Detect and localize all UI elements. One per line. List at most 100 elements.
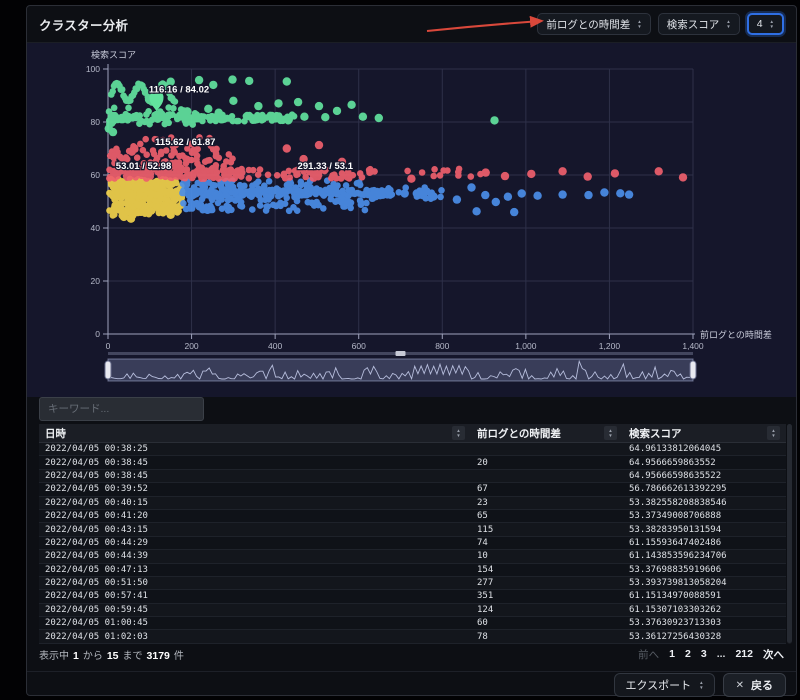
table-cell: 53.37698835919606 [623, 564, 786, 576]
svg-text:0: 0 [106, 341, 111, 351]
table-cell: 2022/04/05 00:51:50 [39, 577, 471, 589]
svg-text:1,400: 1,400 [682, 341, 704, 351]
table-footer: 表示中1から15まで3179件 前へ 123... 212 次へ [39, 646, 784, 662]
centroid-label: 291.33 / 53.1 [298, 161, 354, 172]
pagination-page[interactable]: 2 [685, 648, 691, 660]
table-cell: 2022/04/05 01:00:45 [39, 617, 471, 629]
table-cell: 277 [471, 577, 623, 589]
page-title: クラスター分析 [39, 15, 128, 34]
table-cell: 2022/04/05 00:59:45 [39, 604, 471, 616]
table-cell: 65 [471, 510, 623, 522]
pagination-prev[interactable]: 前へ [638, 647, 659, 662]
cluster-scatter-chart[interactable]: 02004006008001,0001,2001,400020406080100… [27, 43, 796, 397]
table-cell: 124 [471, 604, 623, 616]
table-cell: 53.382558208838546 [623, 497, 786, 509]
table-row[interactable]: 2022/04/05 00:47:1315453.37698835919606 [39, 564, 786, 577]
scatter-chart-section: 02004006008001,0001,2001,400020406080100… [27, 43, 796, 397]
table-cell: 115 [471, 523, 623, 535]
table-cell [471, 470, 623, 482]
pagination-page[interactable]: 1 [669, 648, 675, 660]
svg-text:200: 200 [184, 341, 198, 351]
table-row[interactable]: 2022/04/05 01:00:456053.37630923713303 [39, 617, 786, 630]
table-cell: 64.9566659863552 [623, 456, 786, 468]
panel-header: クラスター分析 前ログとの時間差 ▲▼ 検索スコア ▲▼ 4 ▲▼ [27, 6, 796, 43]
table-row[interactable]: 2022/04/05 00:43:1511553.38283950131594 [39, 523, 786, 536]
table-header: 日時 ▲▼ 前ログとの時間差 ▲▼ 検索スコア ▲▼ [39, 424, 786, 443]
table-cell: 2022/04/05 00:44:29 [39, 537, 471, 549]
table-row[interactable]: 2022/04/05 00:38:452064.9566659863552 [39, 456, 786, 469]
pagination-page[interactable]: 3 [701, 648, 707, 660]
cluster-blue[interactable] [179, 177, 633, 216]
svg-text:1,200: 1,200 [599, 341, 621, 351]
x-axis-select[interactable]: 前ログとの時間差 ▲▼ [537, 13, 650, 35]
pagination-next[interactable]: 次へ [763, 647, 784, 662]
results-table: 日時 ▲▼ 前ログとの時間差 ▲▼ 検索スコア ▲▼ 2022/04/05 00… [39, 424, 786, 644]
sort-icon[interactable]: ▲▼ [767, 426, 780, 440]
results-summary: 表示中1から15まで3179件 [39, 647, 184, 662]
select-arrows-icon: ▲▼ [699, 681, 703, 690]
table-row[interactable]: 2022/04/05 01:02:037853.36127256430328 [39, 630, 786, 643]
table-row[interactable]: 2022/04/05 00:44:297461.15593647402486 [39, 537, 786, 550]
table-row[interactable]: 2022/04/05 00:57:4135161.15134970088591 [39, 590, 786, 603]
svg-text:前ログとの時間差: 前ログとの時間差 [700, 329, 772, 340]
navigator-brush[interactable] [108, 359, 693, 381]
table-cell: 53.38283950131594 [623, 523, 786, 535]
pagination-page[interactable]: 212 [735, 648, 753, 660]
back-button[interactable]: ✕ 戻る [723, 673, 786, 697]
column-header-score[interactable]: 検索スコア ▲▼ [623, 424, 786, 442]
table-cell: 351 [471, 590, 623, 602]
export-select[interactable]: エクスポート ▲▼ [614, 673, 714, 697]
table-row[interactable]: 2022/04/05 00:51:5027753.393739813058204 [39, 577, 786, 590]
table-cell: 53.37630923713303 [623, 617, 786, 629]
red-arrow-icon [423, 16, 555, 36]
table-cell: 2022/04/05 00:47:13 [39, 564, 471, 576]
table-cell: 61.15593647402486 [623, 537, 786, 549]
keyword-search-input[interactable] [39, 397, 204, 421]
table-row[interactable]: 2022/04/05 00:41:206553.37349008706888 [39, 510, 786, 523]
table-cell: 53.37349008706888 [623, 510, 786, 522]
select-arrows-icon: ▲▼ [770, 20, 774, 29]
table-row[interactable]: 2022/04/05 00:44:391061.143853596234706 [39, 550, 786, 563]
scrollbar-thumb[interactable] [787, 424, 792, 643]
svg-text:400: 400 [268, 341, 282, 351]
table-cell: 23 [471, 497, 623, 509]
cluster-count-select[interactable]: 4 ▲▼ [747, 13, 784, 35]
svg-text:1,000: 1,000 [515, 341, 537, 351]
sort-icon[interactable]: ▲▼ [604, 426, 617, 440]
table-cell: 61.143853596234706 [623, 550, 786, 562]
svg-text:60: 60 [91, 170, 101, 180]
table-row[interactable]: 2022/04/05 00:40:152353.382558208838546 [39, 497, 786, 510]
column-header-datetime[interactable]: 日時 ▲▼ [39, 424, 471, 442]
table-cell: 2022/04/05 00:38:25 [39, 443, 471, 455]
bottom-divider [27, 671, 796, 672]
navigator-scroll-thumb[interactable] [396, 351, 406, 356]
table-cell: 61.15307103303262 [623, 604, 786, 616]
table-cell: 2022/04/05 00:38:45 [39, 470, 471, 482]
brush-handle-left[interactable] [105, 361, 111, 379]
centroid-label: 116.16 / 84.02 [149, 84, 209, 95]
y-axis-select[interactable]: 検索スコア ▲▼ [658, 13, 740, 35]
table-row[interactable]: 2022/04/05 00:39:526756.786662613392295 [39, 483, 786, 496]
column-header-timediff[interactable]: 前ログとの時間差 ▲▼ [471, 424, 623, 442]
table-cell: 154 [471, 564, 623, 576]
brush-handle-right[interactable] [690, 361, 696, 379]
svg-text:800: 800 [435, 341, 449, 351]
table-cell: 2022/04/05 00:39:52 [39, 483, 471, 495]
table-scrollbar[interactable] [787, 424, 792, 644]
sort-icon[interactable]: ▲▼ [452, 426, 465, 440]
table-row[interactable]: 2022/04/05 00:38:2564.96133812064045 [39, 443, 786, 456]
select-arrows-icon: ▲▼ [726, 20, 730, 29]
table-row[interactable]: 2022/04/05 00:59:4512461.15307103303262 [39, 604, 786, 617]
table-cell: 2022/04/05 00:38:45 [39, 456, 471, 468]
svg-text:80: 80 [91, 117, 101, 127]
cluster-analysis-panel: クラスター分析 前ログとの時間差 ▲▼ 検索スコア ▲▼ 4 ▲▼ 0 200 40… [26, 5, 797, 696]
search-row [39, 397, 204, 421]
cluster-yellow[interactable] [106, 176, 185, 223]
bottom-bar: エクスポート ▲▼ ✕ 戻る [614, 673, 786, 697]
svg-text:20: 20 [91, 276, 101, 286]
pagination-ellipsis: ... [717, 648, 726, 660]
table-row[interactable]: 2022/04/05 00:38:4564.95666598635522 [39, 470, 786, 483]
svg-text:検索スコア: 検索スコア [91, 49, 136, 60]
table-cell: 61.15134970088591 [623, 590, 786, 602]
svg-text:40: 40 [91, 223, 101, 233]
